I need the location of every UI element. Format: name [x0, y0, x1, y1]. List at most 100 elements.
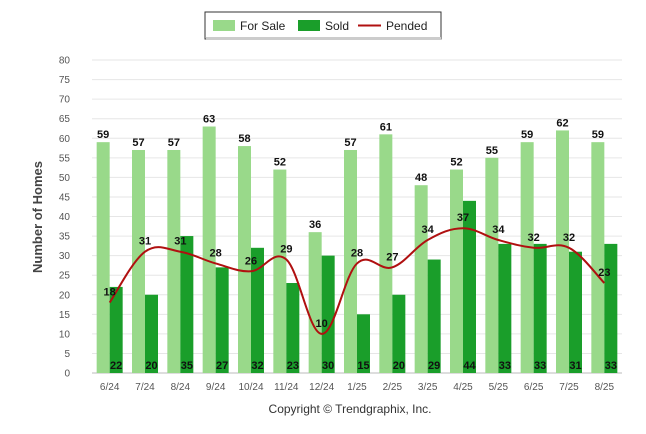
bar-sold: [145, 294, 158, 373]
bar-for-sale: [520, 142, 534, 373]
data-label-sold: 31: [569, 360, 581, 372]
y-tick-label-20: 20: [59, 290, 71, 301]
bar-for-sale: [167, 149, 181, 373]
pended-series-line: [108, 227, 606, 335]
y-tick-label-10: 10: [59, 329, 71, 340]
data-label-pended: 18: [104, 287, 116, 299]
data-label-pended: 29: [280, 244, 292, 256]
data-label-pended: 28: [210, 247, 222, 259]
bar-for-sale: [414, 185, 428, 373]
data-label-pended: 34: [422, 224, 435, 236]
bar-sold: [604, 243, 618, 373]
y-tick-label-0: 0: [64, 369, 70, 380]
bar-sold: [427, 259, 441, 373]
x-tick-label: 3/25: [418, 382, 438, 393]
data-label-for-sale: 55: [486, 145, 498, 157]
x-tick-label: 11/24: [274, 382, 299, 393]
x-tick-label: 4/25: [453, 382, 473, 393]
legend: For Sale Sold Pended: [204, 11, 442, 40]
data-label-for-sale: 62: [556, 117, 568, 129]
bar-for-sale: [238, 146, 251, 373]
data-label-sold: 20: [393, 360, 405, 372]
x-tick-label: 2/25: [383, 382, 403, 393]
bar-for-sale: [556, 130, 569, 373]
y-tick-label-40: 40: [59, 212, 71, 223]
y-axis-title: Number of Homes: [30, 161, 45, 273]
bar-for-sale: [132, 149, 145, 373]
legend-label-pended: Pended: [386, 19, 427, 33]
bar-sold: [533, 243, 547, 373]
y-tick-label-25: 25: [59, 271, 71, 282]
y-tick-label-75: 75: [59, 75, 71, 86]
y-tick-label-80: 80: [59, 56, 71, 67]
y-tick-label-60: 60: [59, 134, 71, 145]
data-label-sold: 44: [463, 360, 476, 372]
x-tick-label: 6/25: [524, 382, 544, 393]
legend-swatch-for-sale: [213, 20, 235, 31]
data-label-for-sale: 63: [203, 114, 215, 126]
data-label-sold: 20: [145, 360, 157, 372]
x-tick-label: 1/25: [347, 382, 367, 393]
x-tick-label: 9/24: [206, 382, 226, 393]
bar-sold: [286, 283, 300, 373]
data-label-for-sale: 48: [415, 172, 427, 184]
data-label-pended: 27: [386, 251, 398, 263]
x-tick-label: 10/24: [238, 382, 263, 393]
data-label-for-sale: 36: [309, 219, 321, 231]
data-label-pended: 31: [174, 236, 186, 248]
bar-for-sale: [308, 232, 322, 373]
data-label-for-sale: 57: [344, 137, 356, 149]
bar-sold: [498, 243, 512, 373]
data-label-sold: 27: [216, 360, 228, 372]
y-tick-label-15: 15: [59, 310, 71, 321]
bar-for-sale: [273, 169, 287, 373]
bar-for-sale: [344, 149, 357, 373]
data-label-for-sale: 52: [274, 157, 286, 169]
bar-sold: [463, 200, 476, 373]
y-tick-label-45: 45: [59, 192, 71, 203]
bar-for-sale: [96, 142, 110, 373]
data-label-for-sale: 52: [450, 157, 462, 169]
data-label-sold: 33: [534, 360, 546, 372]
data-label-sold: 30: [322, 360, 334, 372]
data-label-sold: 33: [605, 360, 617, 372]
y-tick-label-50: 50: [59, 173, 71, 184]
x-tick-label: 6/24: [100, 382, 120, 393]
legend-shadow: [206, 37, 441, 40]
bar-for-sale: [379, 134, 393, 373]
data-label-sold: 23: [287, 360, 299, 372]
bar-sold: [109, 286, 123, 373]
y-tick-label-30: 30: [59, 251, 71, 262]
data-label-pended: 37: [457, 212, 469, 224]
data-label-sold: 35: [181, 360, 193, 372]
bar-for-sale: [202, 126, 216, 373]
data-label-pended: 32: [563, 232, 575, 244]
bar-sold: [215, 267, 229, 373]
data-labels: 59 22 57 20 57 35 63 27 58 32 52 23 36 30 57 15 61 20 48 29…: [97, 114, 617, 372]
y-tick-label-55: 55: [59, 153, 71, 164]
data-label-pended: 23: [598, 267, 610, 279]
bar-sold: [569, 251, 582, 373]
legend-label-sold: Sold: [325, 19, 349, 33]
y-tick-label-70: 70: [59, 95, 71, 106]
data-label-sold: 33: [499, 360, 511, 372]
data-label-pended: 28: [351, 247, 363, 259]
x-tick-label: 12/24: [309, 382, 334, 393]
data-label-for-sale: 58: [238, 133, 250, 145]
data-label-pended: 34: [492, 224, 505, 236]
y-tick-label-35: 35: [59, 232, 71, 243]
bar-sold: [357, 314, 370, 373]
data-label-pended: 26: [245, 255, 257, 267]
data-label-for-sale: 59: [592, 129, 604, 141]
data-label-sold: 32: [251, 360, 263, 372]
pended-line: [108, 227, 606, 335]
bar-for-sale: [450, 169, 463, 373]
bar-sold: [392, 294, 406, 373]
y-axis-ticks: 0 5 10 15 20 25 30 35 40 45 50 55 60 65 70 75 80: [59, 56, 71, 380]
x-tick-label: 5/25: [489, 382, 509, 393]
x-axis-ticks: 6/24 7/24 8/24 9/24 10/24 11/24 12/24 1/25 2/25 3…: [100, 382, 615, 393]
bars: [96, 126, 618, 373]
legend-label-for-sale: For Sale: [240, 19, 286, 33]
data-label-for-sale: 59: [97, 129, 109, 141]
data-label-pended: 32: [528, 232, 540, 244]
